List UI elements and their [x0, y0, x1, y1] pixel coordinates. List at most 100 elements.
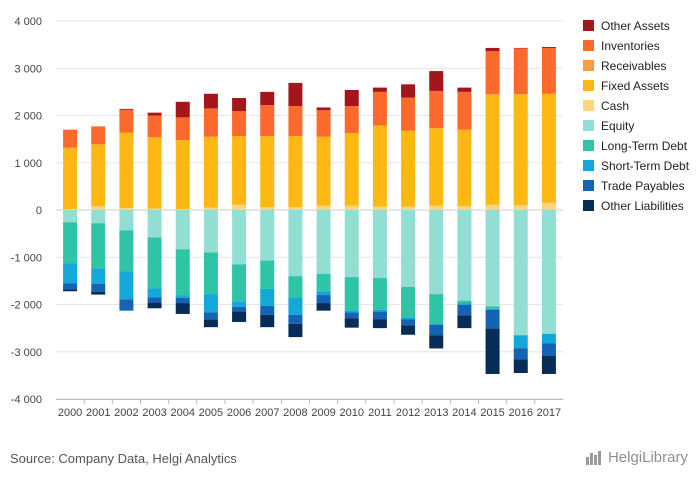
bar-segment: [288, 323, 303, 338]
bar-segment: [203, 207, 218, 210]
bar-segment: [232, 111, 247, 137]
y-tick-label: -4 000: [11, 394, 42, 406]
bar-segment: [401, 130, 416, 207]
bar-segment: [63, 210, 78, 223]
bar-segment: [147, 208, 162, 210]
legend-swatch: [583, 120, 594, 131]
bar-segment: [541, 356, 556, 374]
x-tick-label: 2005: [199, 407, 223, 419]
bar-segment: [316, 107, 331, 111]
bar-segment: [372, 91, 387, 126]
bar-segment: [401, 210, 416, 288]
bar-segment: [63, 147, 78, 210]
bar-segment: [401, 317, 416, 320]
legend-label: Trade Payables: [601, 179, 685, 193]
bar-segment: [91, 210, 106, 224]
bar-segment: [372, 125, 387, 207]
bar-segment: [288, 82, 303, 107]
bar-segment: [232, 264, 247, 302]
bar-segment: [485, 204, 500, 210]
bar-segment: [344, 106, 359, 133]
bar-segment: [119, 210, 134, 231]
bar-segment: [316, 136, 331, 206]
bar-segment: [260, 136, 275, 208]
bar-segment: [372, 278, 387, 310]
y-tick-label: 3 000: [14, 63, 42, 75]
library-logo-icon: [585, 450, 604, 465]
source-note: Source: Company Data, Helgi Analytics: [10, 451, 237, 466]
bar-segment: [175, 297, 190, 304]
bar-segment: [203, 294, 218, 313]
bar-segment: [260, 288, 275, 306]
bar-segment: [232, 98, 247, 112]
bar-segment: [147, 288, 162, 298]
bars: [63, 46, 556, 374]
x-tick-label: 2010: [340, 407, 364, 419]
bar-segment: [91, 126, 106, 145]
y-tick-label: -2 000: [11, 300, 42, 312]
bar-segment: [513, 205, 528, 210]
bar-segment: [457, 304, 472, 316]
legend-label: Other Assets: [601, 19, 670, 33]
bar-segment: [429, 71, 444, 91]
bar-segment: [232, 301, 247, 307]
x-tick-label: 2009: [311, 407, 335, 419]
x-tick-label: 2014: [452, 407, 476, 419]
bar-segment: [344, 277, 359, 311]
x-tick-label: 2016: [509, 407, 533, 419]
bar-segment: [485, 306, 500, 309]
bar-segment: [485, 328, 500, 374]
bar-segment: [401, 206, 416, 210]
bar-segment: [344, 310, 359, 313]
legend-swatch: [583, 20, 594, 31]
bar-segment: [232, 136, 247, 205]
bar-segment: [203, 319, 218, 328]
bar-segment: [288, 314, 303, 324]
legend-swatch: [583, 60, 594, 71]
bar-segment: [401, 325, 416, 335]
bar-segment: [119, 108, 134, 110]
bar-segment: [316, 303, 331, 311]
legend-swatch: [583, 200, 594, 211]
bar-segment: [316, 273, 331, 292]
x-tick-label: 2008: [283, 407, 307, 419]
bar-segment: [344, 205, 359, 210]
x-tick-label: 2007: [255, 407, 279, 419]
bar-segment: [119, 109, 134, 133]
bar-segment: [316, 210, 331, 274]
bar-segment: [119, 299, 134, 311]
legend: Other Assets Inventories Receivables Fixed …: [583, 19, 690, 213]
bar-segment: [260, 91, 275, 106]
bar-segment: [457, 300, 472, 304]
x-tick-label: 2000: [58, 407, 82, 419]
y-tick-label: -1 000: [11, 252, 42, 264]
bar-segment: [63, 283, 78, 290]
y-tick-label: -3 000: [11, 347, 42, 359]
y-tick-label: 0: [36, 205, 42, 217]
x-tick-label: 2012: [396, 407, 420, 419]
bar-segment: [541, 202, 556, 210]
bar-segment: [541, 46, 556, 48]
bar-segment: [91, 144, 106, 207]
bar-segment: [541, 343, 556, 357]
bar-segment: [485, 51, 500, 95]
bar-segment: [232, 204, 247, 210]
bar-segment: [63, 263, 78, 284]
bar-segment: [147, 302, 162, 309]
bar-segment: [316, 110, 331, 137]
bar-segment: [288, 136, 303, 208]
bar-segment: [513, 359, 528, 374]
bar-segment: [147, 297, 162, 303]
bar-segment: [175, 249, 190, 296]
bar-segment: [232, 306, 247, 312]
bar-segment: [485, 47, 500, 52]
bar-segment: [513, 210, 528, 336]
x-tick-label: 2003: [142, 407, 166, 419]
bar-segment: [457, 129, 472, 207]
x-tick-label: 2004: [171, 407, 195, 419]
bar-segment: [260, 260, 275, 289]
brand-logo: HelgiLibrary: [585, 449, 688, 466]
bar-segment: [91, 206, 106, 210]
legend-label: Short-Term Debt: [601, 159, 690, 173]
x-tick-label: 2013: [424, 407, 448, 419]
